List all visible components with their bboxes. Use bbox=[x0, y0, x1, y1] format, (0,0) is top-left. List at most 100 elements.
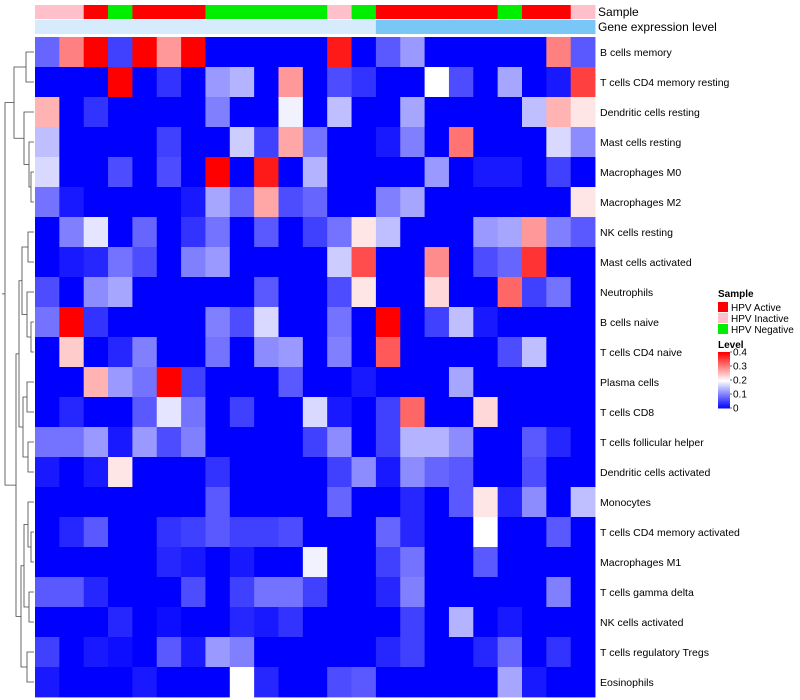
level-legend-gradient-step bbox=[718, 357, 730, 360]
level-legend-gradient-step bbox=[718, 371, 730, 374]
heatmap-cell bbox=[35, 667, 60, 698]
heatmap-cell bbox=[351, 277, 377, 308]
heatmap-cell bbox=[132, 307, 158, 338]
heatmap-cell bbox=[522, 667, 547, 698]
sample-annotation-cell bbox=[400, 5, 425, 19]
heatmap-cell bbox=[156, 277, 182, 308]
sample-annotation-cell bbox=[254, 5, 279, 19]
heatmap-cell bbox=[108, 457, 133, 488]
sample-annotation-cell bbox=[497, 5, 523, 19]
heatmap-cell bbox=[156, 607, 182, 638]
heatmap-cell bbox=[205, 667, 231, 698]
expression-annotation-cell bbox=[156, 20, 182, 34]
heatmap-cell bbox=[59, 97, 85, 128]
heatmap-cell bbox=[497, 307, 523, 338]
heatmap-cell bbox=[181, 397, 206, 428]
heatmap-cell bbox=[83, 307, 109, 338]
heatmap-cell bbox=[327, 157, 352, 188]
heatmap-cell bbox=[59, 247, 85, 278]
heatmap-cell bbox=[181, 667, 206, 698]
heatmap-cell bbox=[181, 217, 206, 248]
sample-annotation-cell bbox=[522, 5, 547, 19]
heatmap-cell bbox=[108, 427, 133, 458]
heatmap-cell bbox=[278, 517, 304, 548]
heatmap-cell bbox=[59, 307, 85, 338]
level-legend-gradient-step bbox=[718, 373, 730, 375]
heatmap-cell bbox=[327, 487, 352, 518]
heatmap-cell bbox=[108, 337, 133, 368]
heatmap-cell bbox=[181, 247, 206, 278]
heatmap-cell bbox=[83, 457, 109, 488]
level-legend-gradient-step bbox=[718, 356, 730, 359]
heatmap-cell bbox=[35, 247, 60, 278]
sample-annotation-cell bbox=[448, 5, 474, 19]
level-legend-gradient-step bbox=[718, 385, 730, 388]
expression-annotation-cell bbox=[327, 20, 352, 34]
heatmap-cell bbox=[156, 547, 182, 578]
heatmap-cell bbox=[424, 607, 450, 638]
heatmap-cell bbox=[448, 217, 474, 248]
heatmap-cell bbox=[278, 37, 304, 68]
row-label: T cells follicular helper bbox=[600, 437, 704, 449]
heatmap-cell bbox=[35, 457, 60, 488]
heatmap-cell bbox=[278, 277, 304, 308]
heatmap-cell bbox=[181, 637, 206, 668]
heatmap-cell bbox=[522, 607, 547, 638]
heatmap-cell bbox=[229, 607, 255, 638]
heatmap-cell bbox=[83, 217, 109, 248]
heatmap-cell bbox=[229, 67, 255, 98]
heatmap-cell bbox=[375, 217, 401, 248]
heatmap-cell bbox=[278, 247, 304, 278]
heatmap-cell bbox=[327, 217, 352, 248]
heatmap-cell bbox=[254, 187, 279, 218]
heatmap-cell bbox=[132, 97, 158, 128]
heatmap-cell bbox=[400, 607, 425, 638]
heatmap-cell bbox=[181, 457, 206, 488]
heatmap-cell bbox=[35, 67, 60, 98]
heatmap-cell bbox=[229, 187, 255, 218]
heatmap-cell bbox=[181, 517, 206, 548]
heatmap-cell bbox=[59, 337, 85, 368]
heatmap-cell bbox=[327, 397, 352, 428]
heatmap-cell bbox=[546, 667, 572, 698]
heatmap-cell bbox=[400, 37, 425, 68]
heatmap-cell bbox=[205, 457, 231, 488]
heatmap-cell bbox=[229, 127, 255, 158]
heatmap-cell bbox=[570, 607, 596, 638]
heatmap-cell bbox=[278, 127, 304, 158]
expression-annotation-cell bbox=[229, 20, 255, 34]
heatmap-cell bbox=[59, 427, 85, 458]
row-label: T cells gamma delta bbox=[600, 587, 694, 599]
heatmap-cell bbox=[302, 487, 328, 518]
heatmap-cell bbox=[302, 577, 328, 608]
heatmap-cell bbox=[35, 187, 60, 218]
heatmap-cell bbox=[156, 337, 182, 368]
heatmap-cell bbox=[473, 637, 499, 668]
heatmap-cell bbox=[83, 517, 109, 548]
heatmap-cell bbox=[83, 637, 109, 668]
heatmap-cell bbox=[132, 427, 158, 458]
heatmap-cell bbox=[229, 277, 255, 308]
row-label: Macrophages M0 bbox=[600, 167, 681, 179]
heatmap-cell bbox=[156, 127, 182, 158]
heatmap-cell bbox=[473, 157, 499, 188]
heatmap-cell bbox=[302, 187, 328, 218]
heatmap-cell bbox=[278, 67, 304, 98]
heatmap-cell bbox=[302, 157, 328, 188]
heatmap-cell bbox=[156, 247, 182, 278]
heatmap-cell bbox=[400, 337, 425, 368]
sample-annotation-cell bbox=[181, 5, 206, 19]
expression-annotation-cell bbox=[351, 20, 377, 34]
heatmap-cell bbox=[570, 397, 596, 428]
heatmap-cell bbox=[351, 67, 377, 98]
heatmap-cell bbox=[546, 277, 572, 308]
sample-annotation-cell bbox=[108, 5, 133, 19]
expression-annotation-cell bbox=[546, 20, 572, 34]
level-legend-gradient-step bbox=[718, 395, 730, 398]
heatmap-cell bbox=[108, 547, 133, 578]
heatmap-cell bbox=[302, 397, 328, 428]
heatmap-cell bbox=[351, 547, 377, 578]
heatmap-cell bbox=[108, 157, 133, 188]
heatmap-cell bbox=[522, 217, 547, 248]
heatmap-cell bbox=[570, 37, 596, 68]
